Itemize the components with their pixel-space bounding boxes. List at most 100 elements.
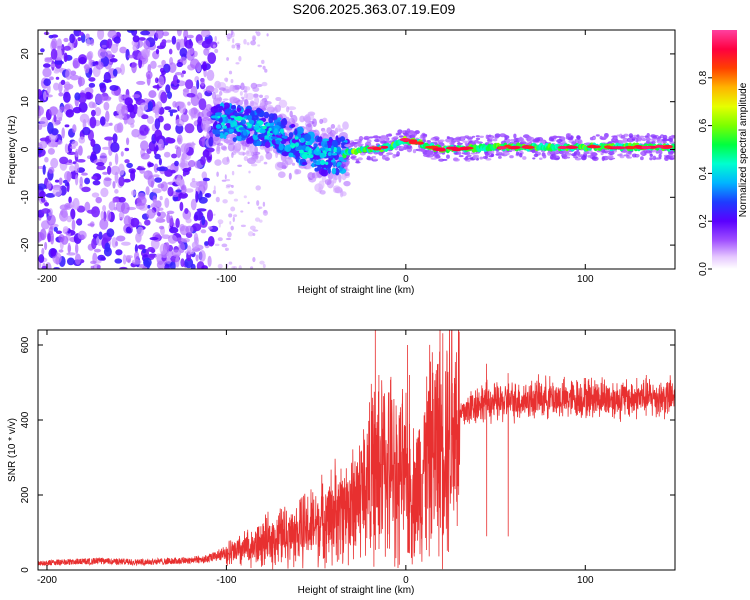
spectrogram-blob — [136, 195, 147, 206]
spectrogram-blob — [245, 150, 253, 157]
spectrogram-blob — [43, 78, 52, 87]
spectrogram-blob — [79, 113, 90, 124]
spectrogram-blob — [64, 81, 71, 91]
spectrogram-blob — [201, 108, 210, 119]
spectrogram-blob — [406, 144, 412, 149]
spectrogram-blob — [321, 117, 328, 124]
spectrogram-blob — [202, 61, 207, 72]
spectrogram-blob — [101, 44, 107, 48]
spectrogram-blob — [99, 116, 106, 126]
spectrogram-blob — [164, 169, 173, 177]
spectrogram-blob — [571, 141, 577, 146]
spectrogram-blob — [44, 202, 49, 207]
spectrogram-blob — [165, 256, 172, 265]
spectrogram-blob — [204, 241, 209, 246]
spectrogram-blob — [631, 136, 638, 140]
spectrogram-blob — [48, 34, 54, 39]
colorbar-tick-label: 0.2 — [698, 214, 709, 228]
spectrogram-blob — [155, 253, 163, 261]
spectrogram-blob — [492, 138, 498, 142]
spectrogram-blob — [191, 241, 199, 250]
spectrogram-blob — [235, 42, 241, 47]
spectrogram-blob — [611, 146, 626, 150]
spectrogram-blob — [214, 159, 222, 166]
spectrogram-blob — [343, 180, 351, 187]
spectrogram-blob — [232, 137, 237, 142]
spectrogram-blob — [182, 88, 190, 93]
spectrogram-blob — [438, 139, 445, 143]
spectrogram-blob — [95, 196, 102, 204]
spectrogram-blob — [296, 126, 304, 135]
spectrogram-blob — [185, 225, 194, 234]
spectrogram-blob — [567, 137, 574, 141]
spectrogram-blob — [247, 231, 254, 237]
spectrogram-blob — [115, 240, 119, 247]
spectrogram-blob — [255, 140, 262, 147]
spectrogram-blob — [141, 114, 149, 120]
spectrogram-blob — [327, 152, 332, 156]
spectrogram-blob — [243, 195, 247, 199]
spectrogram-blob — [236, 107, 242, 112]
spectrogram-y-tick-label: -20 — [20, 237, 31, 252]
spectrogram-blob — [289, 110, 293, 118]
spectrogram-blob — [112, 198, 120, 203]
spectrogram-blob — [240, 96, 245, 100]
spectrogram-blob — [158, 157, 162, 166]
spectrogram-blob — [344, 171, 350, 177]
spectrogram-blob — [250, 266, 254, 269]
snr-x-tick-label: -200 — [37, 575, 57, 586]
snr-y-tick-label: 0 — [20, 567, 31, 573]
spectrogram-blob — [425, 145, 439, 149]
spectrogram-blob — [146, 116, 155, 124]
spectrogram-blob — [220, 122, 225, 126]
spectrogram-blob — [185, 232, 193, 238]
spectrogram-blob — [130, 169, 136, 182]
spectrogram-blob — [264, 68, 268, 73]
spectrogram-blob — [43, 63, 51, 68]
spectrogram-blob — [81, 186, 91, 193]
spectrogram-blob — [42, 67, 52, 78]
spectrogram-blob — [96, 165, 106, 171]
spectrogram-blob — [270, 136, 278, 140]
spectrogram-blob — [261, 81, 268, 87]
spectrogram-blob — [118, 176, 125, 187]
spectrogram-blob — [608, 151, 615, 156]
snr-x-tick-label: -100 — [216, 575, 236, 586]
spectrogram-blob — [490, 153, 494, 157]
spectrogram-blob — [113, 36, 121, 44]
spectrogram-blob — [578, 139, 583, 145]
spectrogram-blob — [68, 159, 73, 164]
spectrogram-blob — [300, 137, 305, 143]
spectrogram-blob — [88, 101, 95, 109]
spectrogram-blob — [280, 118, 288, 126]
spectrogram-blob — [211, 92, 217, 100]
spectrogram-blob — [155, 144, 159, 152]
spectrogram-blob — [255, 83, 263, 88]
spectrogram-blob — [81, 172, 88, 176]
spectrogram-blob — [231, 170, 235, 176]
spectrogram-blob — [354, 139, 360, 142]
spectrogram-blob — [289, 117, 293, 122]
spectrogram-blob — [228, 190, 234, 195]
spectrogram-blob — [104, 136, 114, 141]
spectrogram-blob — [69, 201, 75, 209]
spectrogram-blob — [55, 48, 63, 59]
spectrogram-blob — [587, 155, 593, 158]
spectrogram-blob — [187, 101, 191, 106]
spectrogram-blob — [86, 209, 97, 214]
spectrogram-blob — [160, 91, 168, 104]
spectrogram-blob — [263, 209, 267, 214]
spectrogram-x-tick-label: -100 — [216, 274, 236, 285]
spectrogram-blob — [273, 124, 280, 130]
spectrogram-blob — [136, 167, 146, 171]
spectrogram-blob — [154, 129, 163, 142]
spectrogram-blob — [84, 177, 91, 185]
spectrogram-blob — [503, 152, 510, 156]
spectrogram-blob — [565, 152, 572, 156]
spectrogram-blob — [155, 48, 160, 55]
spectrogram-blob — [408, 139, 417, 143]
spectrogram-blob — [205, 85, 215, 93]
spectrogram-blob — [182, 173, 187, 177]
spectrogram-blob — [316, 146, 320, 152]
spectrogram-blob — [552, 135, 558, 139]
